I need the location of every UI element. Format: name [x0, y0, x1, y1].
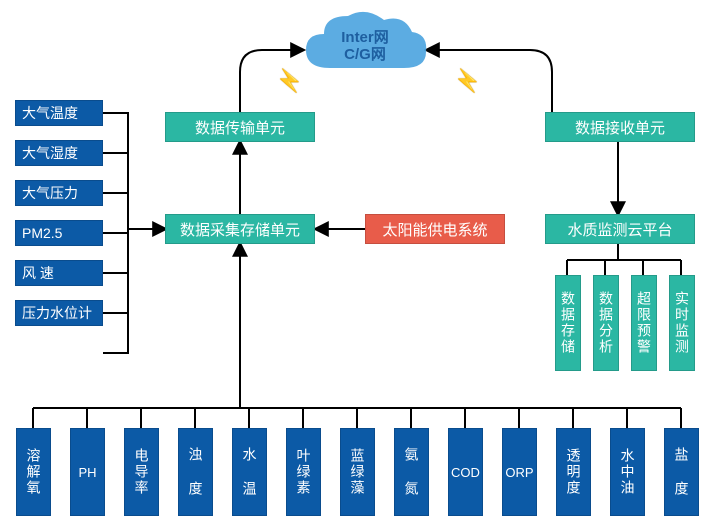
- water-sensor: 蓝绿藻: [340, 428, 375, 516]
- cloud-internet: Inter网 C/G网: [300, 8, 430, 84]
- water-sensor: 叶绿素: [286, 428, 321, 516]
- platform-module: 超限预警: [631, 275, 657, 371]
- solar-power-system: 太阳能供电系统: [365, 214, 505, 244]
- water-sensor: 电导率: [124, 428, 159, 516]
- water-sensor: 氨 氮: [394, 428, 429, 516]
- water-sensor: COD: [448, 428, 483, 516]
- water-sensor: 盐 度: [664, 428, 699, 516]
- water-quality-cloud-platform: 水质监测云平台: [545, 214, 695, 244]
- cloud-line1: Inter网: [341, 29, 389, 46]
- platform-module: 数据存储: [555, 275, 581, 371]
- water-sensor: 溶解氧: [16, 428, 51, 516]
- atm-sensor: 风 速: [15, 260, 103, 286]
- water-sensor: PH: [70, 428, 105, 516]
- data-transmit-unit: 数据传输单元: [165, 112, 315, 142]
- atm-sensor: 压力水位计: [15, 300, 103, 326]
- atm-sensor: 大气湿度: [15, 140, 103, 166]
- lightning-icon: ⚡: [276, 68, 303, 94]
- platform-module: 实时监测: [669, 275, 695, 371]
- water-sensor: 水 温: [232, 428, 267, 516]
- cloud-line2: C/G网: [344, 46, 386, 63]
- water-sensor: 透明度: [556, 428, 591, 516]
- water-sensor: 浊 度: [178, 428, 213, 516]
- data-receive-unit: 数据接收单元: [545, 112, 695, 142]
- atm-sensor: 大气压力: [15, 180, 103, 206]
- platform-module: 数据分析: [593, 275, 619, 371]
- atm-sensor: 大气温度: [15, 100, 103, 126]
- water-sensor: ORP: [502, 428, 537, 516]
- lightning-icon: ⚡: [454, 68, 481, 94]
- water-sensor: 水中油: [610, 428, 645, 516]
- atm-sensor: PM2.5: [15, 220, 103, 246]
- data-collect-store-unit: 数据采集存储单元: [165, 214, 315, 244]
